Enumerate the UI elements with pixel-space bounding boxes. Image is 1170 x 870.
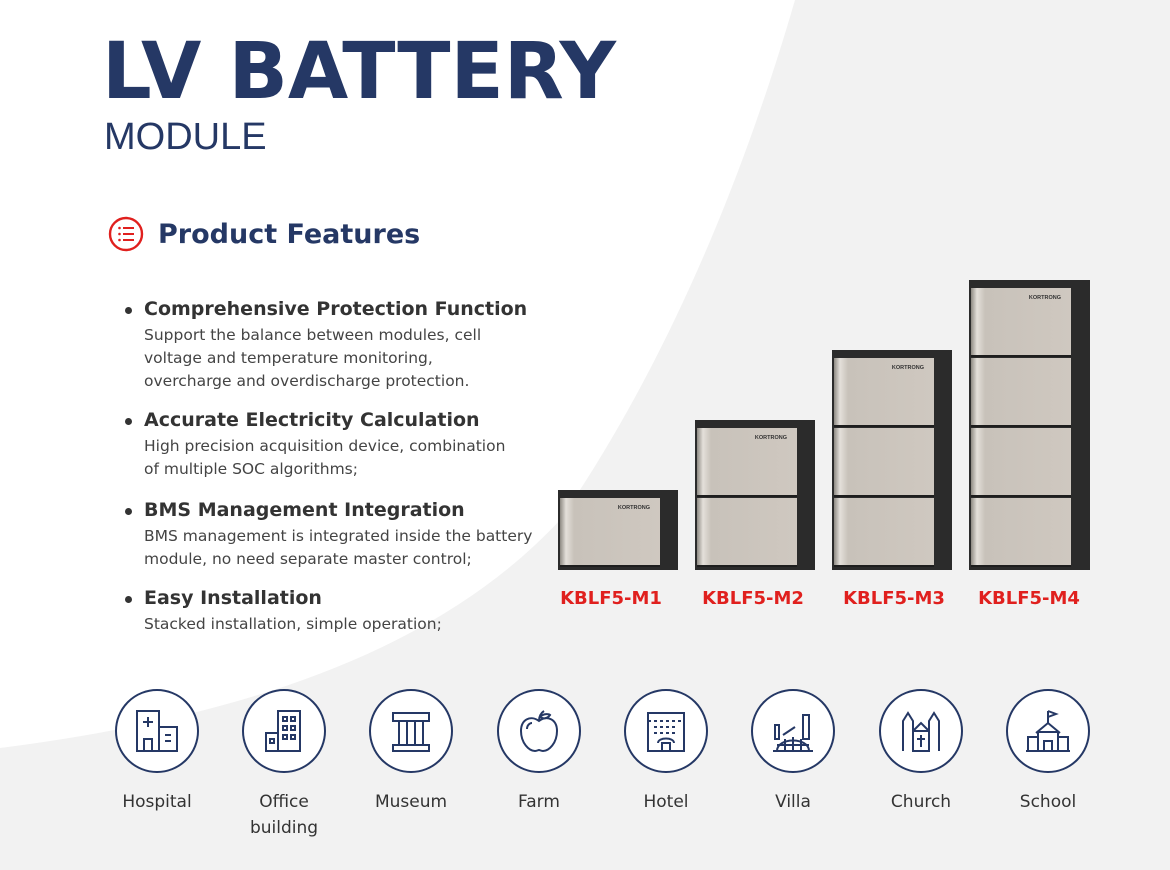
- bullet: [125, 418, 132, 425]
- page-title: LV BATTERY: [102, 27, 617, 117]
- application-villa: Villa: [730, 689, 856, 815]
- page-subtitle: MODULE: [104, 116, 267, 158]
- hotel-icon: [647, 712, 685, 752]
- feature-item: Easy Installation Stacked installation, …: [125, 587, 442, 636]
- application-label: Museum: [374, 792, 448, 812]
- icon-circle: [497, 689, 581, 773]
- icon-circle: [751, 689, 835, 773]
- application-school: School: [985, 689, 1111, 815]
- icon-circle: [624, 689, 708, 773]
- battery-module-panel: [971, 358, 1071, 425]
- application-label: Hotel: [643, 792, 689, 812]
- application-church: Church: [858, 689, 984, 815]
- features-title: Product Features: [158, 218, 421, 250]
- battery-module-panel: [560, 498, 660, 565]
- feature-title: Easy Installation: [144, 587, 322, 609]
- bullet: [125, 596, 132, 603]
- battery-module-panel: [971, 498, 1071, 565]
- application-farm: Farm: [476, 689, 602, 815]
- villa-icon: [773, 714, 813, 752]
- model-label-m1: KBLF5-M1: [560, 588, 662, 609]
- apple-icon: [519, 710, 559, 753]
- model-label-m4: KBLF5-M4: [978, 588, 1080, 609]
- application-hospital: Hospital: [94, 689, 220, 815]
- battery-module-panel: [971, 428, 1071, 495]
- feature-title: BMS Management Integration: [144, 499, 465, 521]
- icon-circle: [115, 689, 199, 773]
- bullet: [125, 307, 132, 314]
- application-hotel: Hotel: [603, 689, 729, 815]
- icon-circle: [1006, 689, 1090, 773]
- battery-module-panel: [697, 428, 797, 495]
- brand-logo: KORTRONG: [618, 505, 650, 511]
- brand-logo: KORTRONG: [755, 435, 787, 441]
- feature-description: High precision acquisition device, combi…: [144, 437, 506, 478]
- application-label: Villa: [775, 792, 811, 812]
- church-icon: [902, 711, 940, 752]
- museum-icon: [392, 712, 430, 752]
- office-building-icon: [265, 710, 301, 752]
- battery-module-panel: [697, 498, 797, 565]
- battery-module-panel: [834, 358, 934, 425]
- application-label: Office building: [249, 792, 319, 838]
- battery-unit: KORTRONG: [558, 490, 678, 570]
- brand-logo: KORTRONG: [892, 365, 924, 371]
- battery-unit: KORTRONG: [695, 420, 815, 570]
- application-museum: Museum: [348, 689, 474, 815]
- features-header: Product Features: [108, 216, 420, 252]
- model-label-m2: KBLF5-M2: [702, 588, 804, 609]
- application-label: School: [1019, 792, 1077, 812]
- feature-description: Stacked installation, simple operation;: [144, 615, 442, 633]
- feature-description: Support the balance between modules, cel…: [144, 326, 482, 390]
- application-label: Church: [890, 792, 952, 812]
- battery-module-panel: [971, 288, 1071, 355]
- icon-circle: [879, 689, 963, 773]
- feature-title: Comprehensive Protection Function: [144, 298, 528, 320]
- feature-item: Accurate Electricity Calculation High pr…: [125, 409, 506, 481]
- school-icon: [1026, 710, 1070, 752]
- battery-module-panel: [834, 428, 934, 495]
- application-office: Office building: [221, 689, 347, 841]
- brand-logo: KORTRONG: [1029, 295, 1061, 301]
- feature-title: Accurate Electricity Calculation: [144, 409, 480, 431]
- feature-item: BMS Management Integration BMS managemen…: [125, 499, 533, 571]
- application-label: Hospital: [122, 792, 192, 812]
- feature-description: BMS management is integrated inside the …: [144, 527, 533, 568]
- list-icon: [108, 216, 144, 252]
- battery-unit: KORTRONG: [832, 350, 952, 570]
- model-label-m3: KBLF5-M3: [843, 588, 945, 609]
- bullet: [125, 508, 132, 515]
- battery-unit: KORTRONG: [969, 280, 1090, 570]
- application-label: Farm: [518, 792, 560, 812]
- feature-item: Comprehensive Protection Function Suppor…: [125, 298, 528, 393]
- icon-circle: [242, 689, 326, 773]
- icon-circle: [369, 689, 453, 773]
- hospital-icon: [136, 710, 178, 752]
- battery-module-panel: [834, 498, 934, 565]
